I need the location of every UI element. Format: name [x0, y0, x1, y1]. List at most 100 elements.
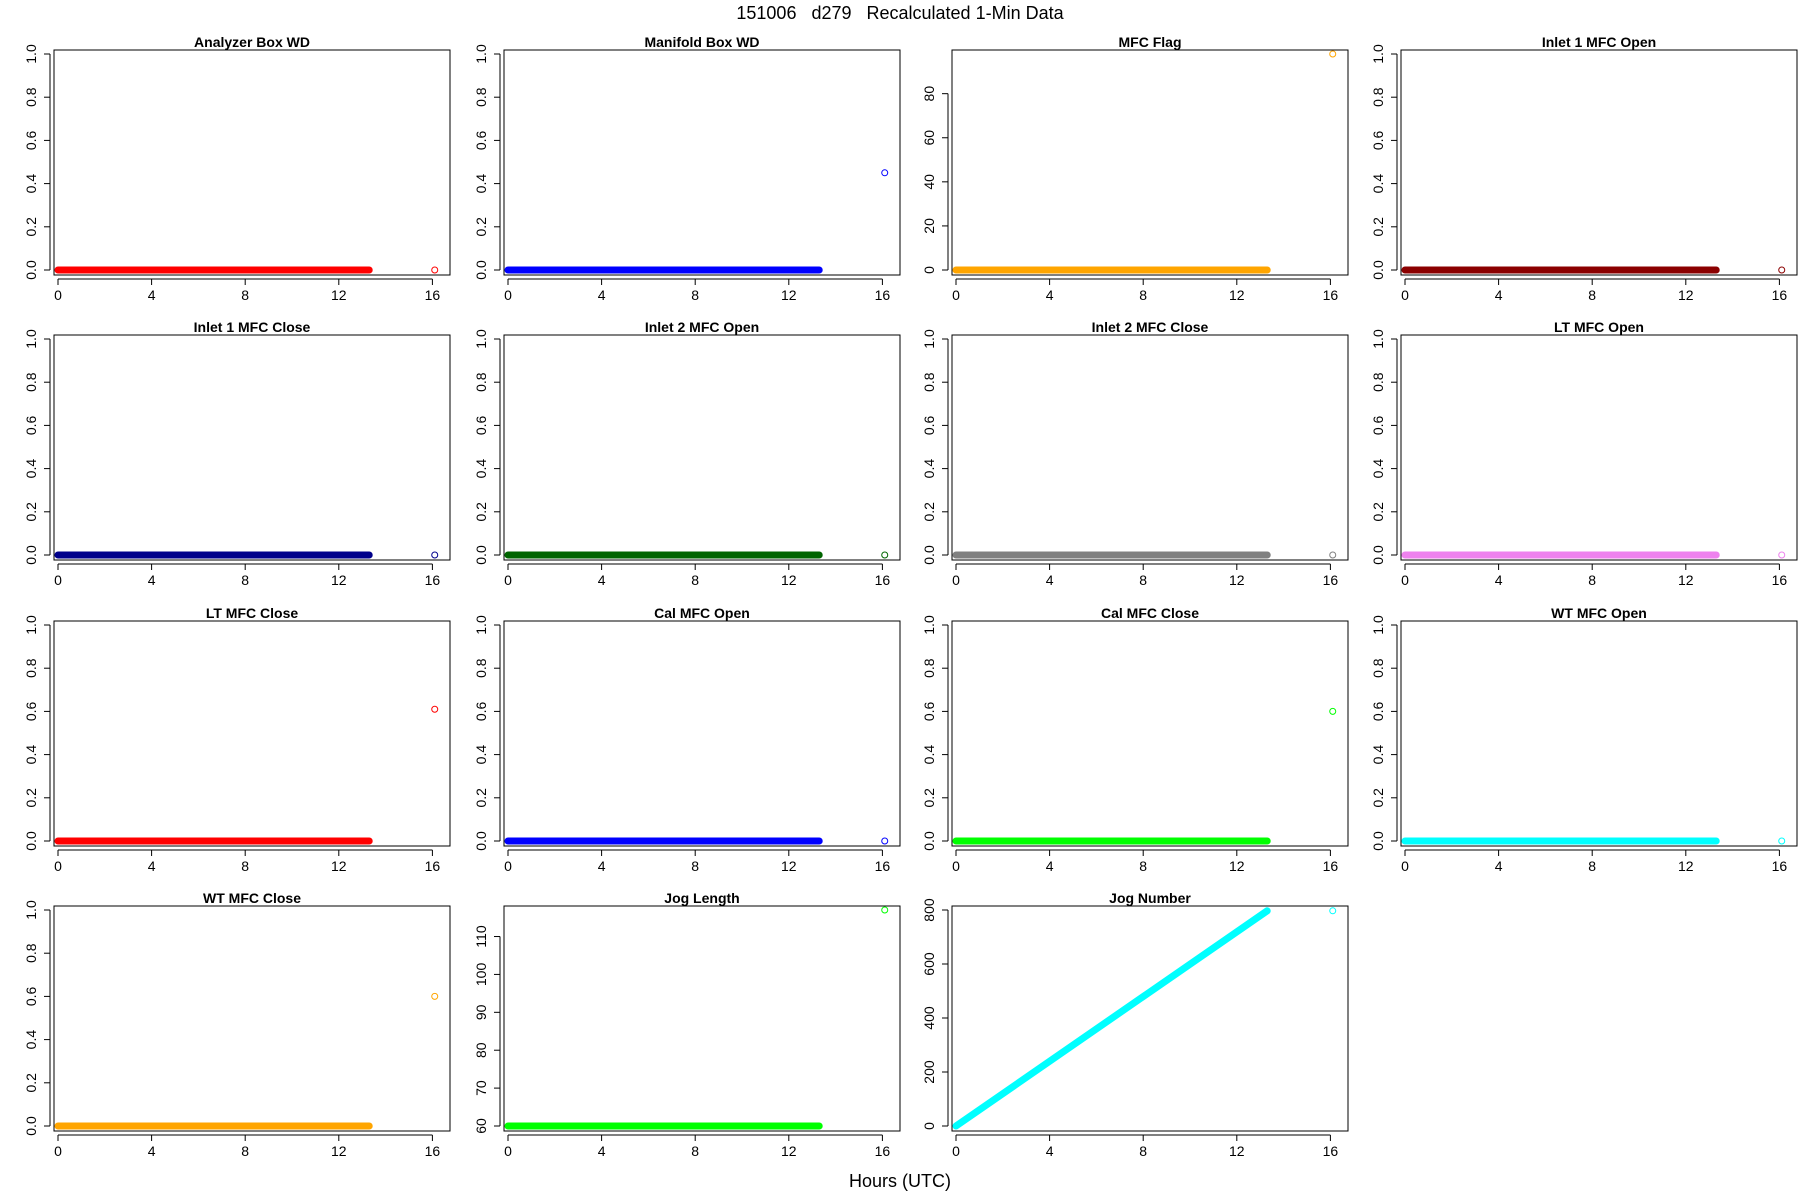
y-tick-label: 0.2	[1370, 502, 1386, 522]
y-tick-label: 0.6	[23, 415, 39, 435]
plot-frame	[53, 905, 451, 1132]
data-point-outlier	[881, 906, 889, 914]
x-tick-label: 4	[1046, 858, 1054, 874]
y-tick-label: 0.0	[921, 545, 937, 565]
chart-panel: Jog Number 0 4 8 12 16 0 200 400 600 800	[921, 890, 1349, 1159]
x-tick-label: 8	[241, 1143, 249, 1159]
y-tick-label: 1.0	[921, 329, 937, 349]
chart-title: Inlet 1 MFC Close	[194, 319, 311, 335]
x-tick-label: 8	[1588, 287, 1596, 303]
y-tick-label: 0.2	[1370, 217, 1386, 237]
x-tick-label: 0	[54, 287, 62, 303]
x-tick-label: 0	[504, 1143, 512, 1159]
x-tick-label: 8	[691, 287, 699, 303]
x-tick-label: 8	[1588, 572, 1596, 588]
y-tick-label: 0.0	[473, 260, 489, 280]
x-tick-label: 8	[241, 572, 249, 588]
data-point-outlier	[1778, 266, 1786, 274]
x-tick-label: 4	[598, 287, 606, 303]
chart-title: WT MFC Close	[203, 890, 301, 906]
x-tick-label: 0	[1401, 572, 1409, 588]
x-tick-label: 16	[875, 858, 891, 874]
y-tick-label: 0.4	[473, 459, 489, 479]
y-tick-label: 0.4	[921, 745, 937, 765]
y-tick-label: 0.6	[473, 130, 489, 150]
x-tick-label: 12	[781, 1143, 797, 1159]
chart-title: Jog Number	[1109, 890, 1191, 906]
y-tick-label: 60	[921, 130, 937, 146]
y-tick-label: 0.6	[1370, 415, 1386, 435]
x-tick-label: 4	[148, 1143, 156, 1159]
chart-title: WT MFC Open	[1551, 605, 1647, 621]
x-tick-label: 12	[781, 572, 797, 588]
x-tick-label: 0	[504, 572, 512, 588]
x-tick-label: 12	[331, 572, 347, 588]
y-tick-label: 0.2	[473, 217, 489, 237]
plot-frame	[1400, 49, 1798, 276]
y-tick-label: 40	[921, 174, 937, 190]
y-tick-label: 1.0	[23, 615, 39, 635]
plot-frame	[1400, 620, 1798, 847]
y-tick-label: 1.0	[23, 329, 39, 349]
y-tick-label: 0	[921, 266, 937, 274]
x-tick-label: 16	[425, 572, 441, 588]
x-tick-label: 4	[1495, 858, 1503, 874]
x-tick-label: 8	[691, 858, 699, 874]
y-tick-label: 0.6	[23, 701, 39, 721]
x-tick-label: 4	[1495, 287, 1503, 303]
data-point-outlier	[1778, 551, 1786, 559]
y-tick-label: 0	[921, 1122, 937, 1130]
x-axis-label: Hours (UTC)	[849, 1171, 951, 1191]
x-tick-label: 4	[1046, 1143, 1054, 1159]
y-tick-label: 800	[921, 898, 937, 922]
y-tick-label: 0.8	[23, 943, 39, 963]
x-tick-label: 16	[1772, 287, 1788, 303]
plot-frame	[53, 620, 451, 847]
plot-frame	[951, 620, 1349, 847]
x-tick-label: 8	[691, 572, 699, 588]
chart-panel: Analyzer Box WD 0 4 8 12 16 0.0 0.2 0.4 0.6 0.8 1.0	[23, 34, 451, 303]
y-tick-label: 0.8	[473, 658, 489, 678]
y-tick-label: 70	[473, 1080, 489, 1096]
data-point-outlier	[881, 837, 889, 845]
plot-frame	[951, 49, 1349, 276]
x-tick-label: 8	[1139, 287, 1147, 303]
data-point-outlier	[431, 266, 439, 274]
y-tick-label: 0.8	[23, 372, 39, 392]
y-tick-label: 0.8	[921, 372, 937, 392]
y-tick-label: 0.0	[23, 260, 39, 280]
chart-title: Jog Length	[664, 890, 739, 906]
y-tick-label: 0.6	[473, 701, 489, 721]
y-tick-label: 0.6	[1370, 130, 1386, 150]
y-tick-label: 0.6	[23, 130, 39, 150]
y-tick-label: 0.6	[23, 986, 39, 1006]
y-tick-label: 0.8	[1370, 658, 1386, 678]
y-tick-label: 0.4	[1370, 745, 1386, 765]
y-tick-label: 0.2	[473, 502, 489, 522]
y-tick-label: 0.4	[23, 459, 39, 479]
y-tick-label: 0.4	[921, 459, 937, 479]
x-tick-label: 0	[1401, 858, 1409, 874]
x-tick-label: 16	[1323, 572, 1339, 588]
x-tick-label: 0	[952, 858, 960, 874]
y-tick-label: 0.8	[473, 372, 489, 392]
x-tick-label: 0	[504, 287, 512, 303]
chart-title: Analyzer Box WD	[194, 34, 310, 50]
data-point-outlier	[1329, 907, 1337, 915]
y-tick-label: 0.8	[1370, 87, 1386, 107]
chart-panel: Manifold Box WD 0 4 8 12 16 0.0 0.2 0.4 0.6 0.8 1.0	[473, 34, 901, 303]
chart-panel: WT MFC Open 0 4 8 12 16 0.0 0.2 0.4 0.6 0.8 1.0	[1370, 605, 1798, 874]
y-tick-label: 0.2	[23, 1073, 39, 1093]
y-tick-label: 0.4	[23, 174, 39, 194]
x-tick-label: 0	[1401, 287, 1409, 303]
chart-title: Inlet 2 MFC Open	[645, 319, 759, 335]
y-tick-label: 0.2	[921, 502, 937, 522]
x-tick-label: 12	[1678, 572, 1694, 588]
chart-title: Cal MFC Open	[654, 605, 750, 621]
x-tick-label: 4	[598, 858, 606, 874]
y-tick-label: 1.0	[23, 900, 39, 920]
x-tick-label: 12	[1229, 572, 1245, 588]
x-tick-label: 8	[241, 287, 249, 303]
x-tick-label: 16	[1323, 1143, 1339, 1159]
x-tick-label: 8	[1139, 1143, 1147, 1159]
